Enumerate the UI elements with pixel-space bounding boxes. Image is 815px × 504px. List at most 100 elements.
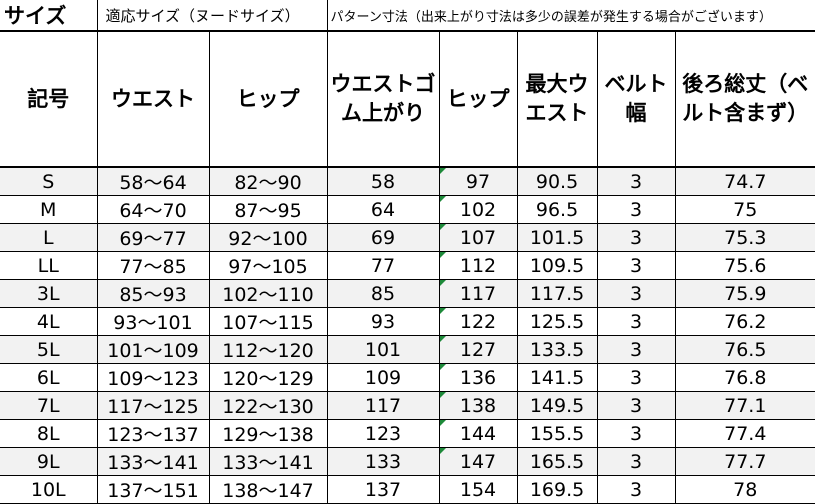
cell-code: S [0,166,98,196]
table-row: 7L 117～125 122～130 117 138 149.5 3 77.1 [0,391,815,420]
cell-belt-width: 3 [596,335,676,364]
cell-max-waist: 96.5 [516,195,598,224]
cell-hip: 97～105 [208,251,328,280]
cell-value: 122 [459,310,497,333]
header-code: 記号 [0,30,98,168]
table-title: サイズ [0,0,98,32]
cell-back-length: 76.8 [674,363,815,392]
table-row: L 69～77 92～100 69 107 101.5 3 75.3 [0,223,815,252]
cell-value: 127 [459,338,497,361]
cell-hip: 120～129 [208,363,328,392]
cell-max-waist: 133.5 [516,335,598,364]
table-row: M 64～70 87～95 64 102 96.5 3 75 [0,195,815,224]
cell-waist-rubber: 137 [326,475,440,504]
cell-max-waist: 125.5 [516,307,598,336]
cell-waist-rubber: 109 [326,363,440,392]
cell-back-length: 77.1 [674,391,815,420]
cell-back-length: 75.6 [674,251,815,280]
cell-value: 117 [459,282,497,305]
cell-waist: 109～123 [96,363,210,392]
table-row: 9L 133～141 133～141 133 147 165.5 3 77.7 [0,447,815,476]
cell-code: M [0,195,98,224]
table-row: 8L 123～137 129～138 123 144 155.5 3 77.4 [0,419,815,448]
cell-hip-pattern: 154 [438,475,518,504]
cell-code: 4L [0,307,98,336]
cell-hip-pattern: 112 [438,251,518,280]
cell-max-waist: 141.5 [516,363,598,392]
header-max-waist: 最大ウエスト [516,30,598,168]
cell-hip-pattern: 144 [438,419,518,448]
cell-back-length: 77.4 [674,419,815,448]
cell-code: LL [0,251,98,280]
cell-code: 9L [0,447,98,476]
cell-back-length: 78 [674,475,815,504]
header-waist: ウエスト [96,30,210,168]
cell-waist: 93～101 [96,307,210,336]
cell-waist-rubber: 58 [326,166,440,196]
cell-hip-pattern: 107 [438,223,518,252]
cell-hip: 112～120 [208,335,328,364]
cell-code: 5L [0,335,98,364]
table-title-row: サイズ 適応サイズ（ヌードサイズ） パターン寸法（出来上がり寸法は多少の誤差が発… [0,0,815,32]
cell-value: 112 [459,254,497,277]
cell-waist: 123～137 [96,419,210,448]
cell-hip-pattern: 97 [438,166,518,196]
cell-hip: 82～90 [208,166,328,196]
cell-value: 138 [459,394,497,417]
cell-waist-rubber: 93 [326,307,440,336]
cell-max-waist: 90.5 [516,166,598,196]
cell-marker-icon [440,280,446,286]
cell-marker-icon [440,168,446,174]
cell-hip: 107～115 [208,307,328,336]
cell-back-length: 77.7 [674,447,815,476]
cell-waist-rubber: 64 [326,195,440,224]
cell-code: 3L [0,279,98,308]
header-hip-pattern: ヒップ [438,30,518,168]
cell-belt-width: 3 [596,223,676,252]
cell-max-waist: 117.5 [516,279,598,308]
cell-hip: 122～130 [208,391,328,420]
cell-hip: 138～147 [208,475,328,504]
cell-hip-pattern: 122 [438,307,518,336]
cell-max-waist: 149.5 [516,391,598,420]
cell-code: 8L [0,419,98,448]
cell-belt-width: 3 [596,195,676,224]
cell-marker-icon [440,420,446,426]
cell-value: 107 [459,226,497,249]
cell-value: 147 [459,450,497,473]
cell-waist: 64～70 [96,195,210,224]
cell-code: 7L [0,391,98,420]
cell-belt-width: 3 [596,166,676,196]
header-hip: ヒップ [208,30,328,168]
cell-value: 136 [459,366,497,389]
cell-max-waist: 169.5 [516,475,598,504]
cell-max-waist: 155.5 [516,419,598,448]
cell-back-length: 75.3 [674,223,815,252]
cell-hip: 87～95 [208,195,328,224]
cell-waist: 117～125 [96,391,210,420]
cell-belt-width: 3 [596,279,676,308]
cell-marker-icon [440,252,446,258]
cell-back-length: 76.5 [674,335,815,364]
table-row: S 58～64 82～90 58 97 90.5 3 74.7 [0,166,815,196]
cell-hip-pattern: 136 [438,363,518,392]
cell-value: 144 [459,422,497,445]
header-belt-width: ベルト幅 [596,30,676,168]
cell-code: 10L [0,475,98,504]
cell-waist: 58～64 [96,166,210,196]
cell-waist: 101～109 [96,335,210,364]
cell-waist: 137～151 [96,475,210,504]
cell-code: L [0,223,98,252]
table-row: 5L 101～109 112～120 101 127 133.5 3 76.5 [0,335,815,364]
cell-waist-rubber: 117 [326,391,440,420]
cell-waist: 133～141 [96,447,210,476]
cell-belt-width: 3 [596,419,676,448]
table-row: LL 77～85 97～105 77 112 109.5 3 75.6 [0,251,815,280]
header-waist-rubber: ウエストゴム上がり [326,30,440,168]
table-row: 3L 85～93 102～110 85 117 117.5 3 75.9 [0,279,815,308]
fit-size-group-header: 適応サイズ（ヌードサイズ） [96,0,328,32]
header-back-length: 後ろ総丈（ベルト含まず） [674,30,815,168]
cell-belt-width: 3 [596,251,676,280]
cell-hip: 92～100 [208,223,328,252]
cell-waist: 77～85 [96,251,210,280]
